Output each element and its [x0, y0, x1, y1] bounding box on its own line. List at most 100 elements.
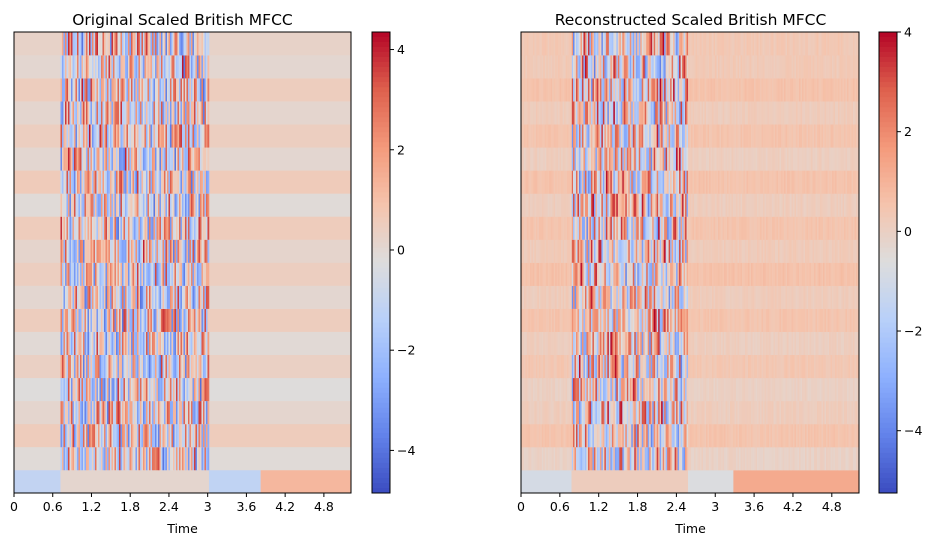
heatmap-cell: [528, 354, 531, 379]
heatmap-cell: [784, 400, 786, 425]
heatmap-cell: [622, 400, 625, 425]
heatmap-cell: [637, 354, 640, 379]
heatmap-cell: [532, 216, 535, 240]
heatmap-cell: [814, 308, 816, 332]
heatmap-cell: [632, 193, 635, 217]
heatmap-cell: [812, 354, 815, 379]
heatmap-cell: [540, 216, 543, 240]
heatmap-cell: [549, 262, 552, 286]
heatmap-cell: [120, 193, 123, 217]
heatmap-cell: [565, 354, 568, 379]
heatmap-cell: [827, 423, 830, 448]
heatmap-cell: [115, 147, 118, 171]
heatmap-cell: [802, 400, 804, 425]
colorbar-swatch: [372, 307, 390, 314]
heatmap-cell: [641, 400, 644, 425]
heatmap-cell: [108, 101, 111, 125]
heatmap-cell: [607, 170, 610, 194]
heatmap-cell: [641, 170, 644, 194]
heatmap-cell: [61, 239, 64, 263]
heatmap-cell: [809, 216, 812, 240]
heatmap-cell: [715, 400, 717, 425]
heatmap-cell: [199, 400, 202, 425]
heatmap-cell: [60, 32, 63, 56]
heatmap-cell: [680, 262, 683, 286]
heatmap-cell: [171, 170, 174, 194]
heatmap-cell: [103, 377, 106, 402]
heatmap-cell: [535, 285, 538, 309]
heatmap-cell: [139, 354, 142, 379]
heatmap-cell: [120, 400, 123, 425]
heatmap-cell: [64, 446, 67, 471]
heatmap-cell: [166, 216, 169, 240]
heatmap-cell: [703, 377, 705, 402]
heatmap-cell: [123, 32, 126, 56]
heatmap-cell: [611, 239, 614, 263]
heatmap-cell: [142, 446, 145, 471]
heatmap-cell: [767, 216, 770, 240]
heatmap-cell: [559, 331, 562, 355]
heatmap-cell: [66, 193, 69, 217]
heatmap-cell: [102, 193, 105, 217]
heatmap-cell: [589, 308, 592, 332]
heatmap-cell: [559, 239, 562, 263]
heatmap-cell: [541, 216, 544, 240]
heatmap-cell: [737, 239, 740, 263]
heatmap-cell: [848, 423, 851, 448]
heatmap-cell: [590, 354, 593, 379]
heatmap-cell: [552, 400, 554, 425]
heatmap-cell: [196, 55, 199, 79]
heatmap-cell: [562, 193, 565, 217]
heatmap-cell: [529, 354, 532, 379]
heatmap-cell: [751, 423, 753, 448]
heatmap-cell: [827, 331, 830, 355]
heatmap-cell: [724, 308, 726, 332]
heatmap-cell: [190, 32, 193, 56]
heatmap-cell: [677, 216, 680, 240]
heatmap-cell: [769, 285, 771, 309]
heatmap-cell: [66, 354, 69, 379]
heatmap-cell: [820, 446, 822, 471]
heatmap-cell: [534, 377, 537, 402]
heatmap-cell: [728, 331, 731, 355]
heatmap-cell: [84, 55, 87, 79]
heatmap-cell: [168, 331, 171, 355]
heatmap-cell: [671, 400, 674, 425]
heatmap-cell: [580, 354, 583, 379]
heatmap-cell: [613, 354, 616, 379]
heatmap-cell: [102, 423, 105, 448]
heatmap-cell: [195, 262, 198, 286]
heatmap-cell: [196, 446, 199, 471]
heatmap-cell: [682, 216, 684, 240]
heatmap-cell: [604, 285, 607, 309]
heatmap-cell: [818, 377, 821, 402]
heatmap-cell: [72, 216, 75, 240]
heatmap-cell: [207, 377, 210, 402]
heatmap-cell: [135, 331, 138, 355]
heatmap-cell: [719, 308, 722, 332]
heatmap-cell: [72, 423, 75, 448]
heatmap-cell: [724, 193, 726, 217]
heatmap-cell: [163, 354, 166, 379]
heatmap-cell: [836, 354, 839, 379]
heatmap-cell: [150, 124, 153, 148]
heatmap-cell: [686, 446, 689, 471]
heatmap-cell: [93, 101, 96, 125]
heatmap-cell: [685, 239, 687, 263]
heatmap-cell: [207, 170, 210, 194]
heatmap-cell: [87, 308, 90, 332]
heatmap-cell: [788, 239, 791, 263]
heatmap-cell: [166, 78, 169, 102]
heatmap-cell: [589, 262, 592, 286]
heatmap-cell: [165, 446, 168, 471]
heatmap-cell: [592, 423, 595, 448]
heatmap-cell: [526, 239, 529, 263]
heatmap-cell: [142, 32, 145, 56]
heatmap-cell: [63, 446, 66, 471]
heatmap-cell: [115, 101, 118, 125]
heatmap-cell: [698, 285, 701, 309]
heatmap-cell: [796, 170, 798, 194]
heatmap-cell: [189, 423, 192, 448]
heatmap-cell: [626, 308, 629, 332]
heatmap-cell: [716, 400, 719, 425]
